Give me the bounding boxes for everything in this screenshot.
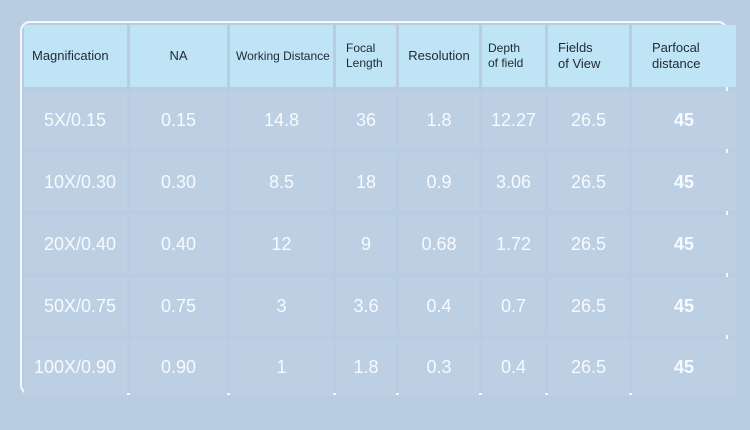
cell-fields-of-view: 26.5 bbox=[548, 91, 629, 149]
cell-fields-of-view: 26.5 bbox=[548, 277, 629, 335]
header-label-line1: Focal bbox=[346, 41, 376, 55]
cell-focal-length: 18 bbox=[336, 153, 396, 211]
header-label-line2: Length bbox=[346, 56, 383, 70]
cell-focal-length: 9 bbox=[336, 215, 396, 273]
header-parfocal-distance: Parfocal distance bbox=[632, 25, 736, 87]
cell-resolution: 1.8 bbox=[399, 91, 479, 149]
cell-parfocal-distance: 45 bbox=[632, 339, 736, 396]
cell-working-distance: 3 bbox=[230, 277, 333, 335]
header-fields-of-view: Fields of View bbox=[548, 25, 629, 87]
cell-focal-length: 36 bbox=[336, 91, 396, 149]
header-depth-of-field: Depth of field bbox=[482, 25, 545, 87]
cell-fields-of-view: 26.5 bbox=[548, 215, 629, 273]
header-label-line1: Fields bbox=[558, 39, 593, 55]
cell-resolution: 0.4 bbox=[399, 277, 479, 335]
cell-working-distance: 12 bbox=[230, 215, 333, 273]
header-label-line2: of field bbox=[488, 56, 524, 70]
cell-working-distance: 14.8 bbox=[230, 91, 333, 149]
header-label-line2: of View bbox=[558, 56, 601, 71]
cell-working-distance: 1 bbox=[230, 339, 333, 396]
cell-depth-of-field: 3.06 bbox=[482, 153, 545, 211]
cell-fields-of-view: 26.5 bbox=[548, 339, 629, 396]
cell-magnification: 20X/0.40 bbox=[24, 215, 127, 273]
header-label: NA bbox=[169, 47, 188, 63]
cell-working-distance: 8.5 bbox=[230, 153, 333, 211]
cell-parfocal-distance: 45 bbox=[632, 277, 736, 335]
cell-parfocal-distance: 45 bbox=[632, 91, 736, 149]
header-label: Magnification bbox=[32, 47, 109, 63]
header-magnification: Magnification bbox=[24, 25, 127, 87]
cell-parfocal-distance: 45 bbox=[632, 215, 736, 273]
header-na: NA bbox=[130, 25, 227, 87]
header-focal-length: Focal Length bbox=[336, 25, 396, 87]
cell-na: 0.40 bbox=[130, 215, 227, 273]
cell-magnification: 100X/0.90 bbox=[24, 339, 127, 396]
cell-magnification: 10X/0.30 bbox=[24, 153, 127, 211]
specification-table: Magnification NA Working Distance Focal … bbox=[24, 25, 736, 396]
cell-focal-length: 3.6 bbox=[336, 277, 396, 335]
cell-resolution: 0.3 bbox=[399, 339, 479, 396]
cell-na: 0.90 bbox=[130, 339, 227, 396]
cell-magnification: 5X/0.15 bbox=[24, 91, 127, 149]
cell-parfocal-distance: 45 bbox=[632, 153, 736, 211]
header-label-line2: distance bbox=[652, 56, 701, 71]
header-label: Working Distance bbox=[236, 48, 330, 63]
cell-depth-of-field: 1.72 bbox=[482, 215, 545, 273]
header-label-line1: Parfocal bbox=[652, 39, 700, 55]
header-working-distance: Working Distance bbox=[230, 25, 333, 87]
cell-na: 0.75 bbox=[130, 277, 227, 335]
cell-na: 0.30 bbox=[130, 153, 227, 211]
cell-depth-of-field: 0.4 bbox=[482, 339, 545, 396]
cell-resolution: 0.68 bbox=[399, 215, 479, 273]
cell-fields-of-view: 26.5 bbox=[548, 153, 629, 211]
cell-focal-length: 1.8 bbox=[336, 339, 396, 396]
header-resolution: Resolution bbox=[399, 25, 479, 87]
header-label-line1: Depth bbox=[488, 41, 521, 55]
cell-depth-of-field: 12.27 bbox=[482, 91, 545, 149]
cell-magnification: 50X/0.75 bbox=[24, 277, 127, 335]
cell-depth-of-field: 0.7 bbox=[482, 277, 545, 335]
header-label: Resolution bbox=[408, 47, 470, 63]
cell-na: 0.15 bbox=[130, 91, 227, 149]
cell-resolution: 0.9 bbox=[399, 153, 479, 211]
